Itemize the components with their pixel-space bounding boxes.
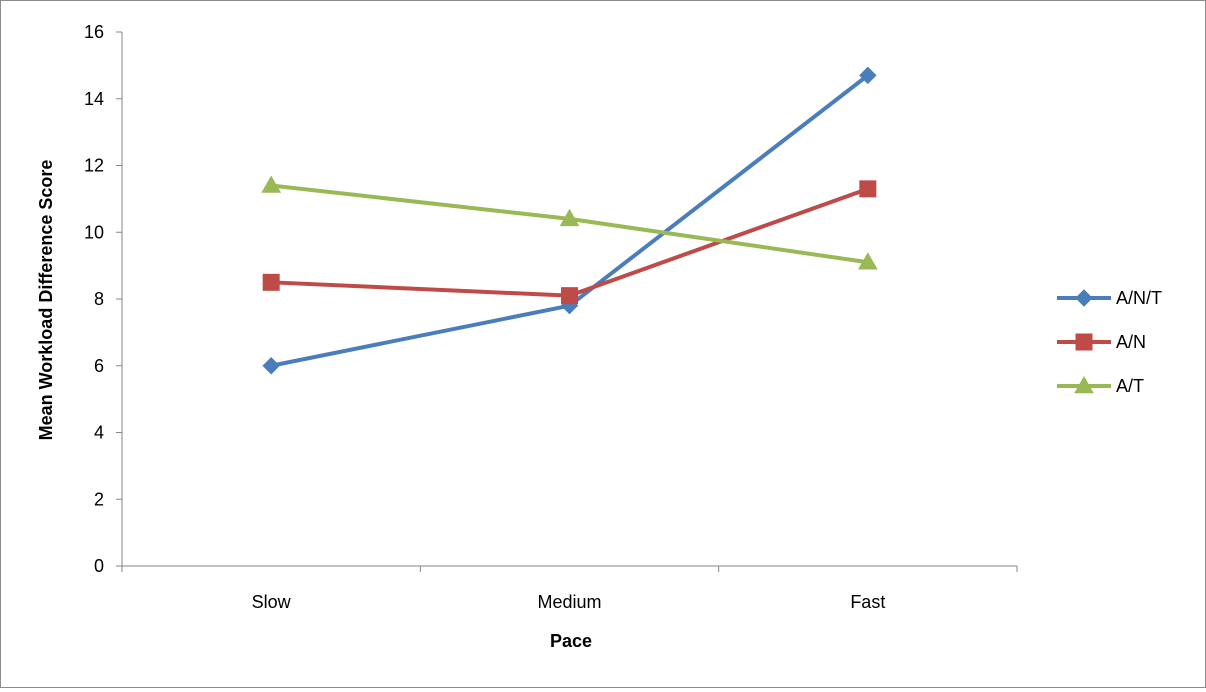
axes: 0 2 4 6 8 10 12 14 16 Slow Medium Fast [84,22,1018,612]
legend-marker [1075,289,1093,307]
legend-label: A/T [1116,376,1144,396]
legend: A/N/T A/N A/T [1057,288,1162,396]
y-tick-label: 6 [94,356,104,376]
series-a-n-t [262,66,877,375]
data-point-a-t [857,252,878,270]
series-a-n [262,180,877,305]
data-point-a-n [561,287,578,305]
y-tick-label: 0 [94,556,104,576]
x-tick-label: Medium [537,592,601,612]
x-axis-title: Pace [550,631,592,651]
y-axis-title: Mean Workload Difference Score [36,160,56,441]
y-tick-label: 16 [84,22,104,42]
y-tick-label: 14 [84,89,104,109]
legend-item-a-n-t: A/N/T [1057,288,1162,308]
legend-label: A/N [1116,332,1146,352]
legend-item-a-t: A/T [1057,375,1144,396]
data-point-a-t [559,208,580,227]
series-layer [261,66,878,375]
legend-item-a-n: A/N [1057,332,1146,352]
series-a-t [261,175,878,270]
x-tick-label: Fast [850,592,885,612]
y-tick-label: 12 [84,156,104,176]
data-point-a-n-t [859,66,877,85]
x-tick-label: Slow [252,592,292,612]
legend-marker [1074,375,1094,394]
data-point-a-n-t [262,357,280,375]
y-tick-label: 10 [84,222,104,242]
legend-label: A/N/T [1116,288,1162,308]
y-tick-label: 8 [94,289,104,309]
series-line-a-n [269,186,870,298]
y-tick-label: 2 [94,489,104,509]
y-tick-label: 4 [94,423,104,443]
data-point-a-t [261,175,282,193]
data-point-a-n [262,273,280,291]
legend-marker [1075,333,1093,351]
data-point-a-n [859,180,877,198]
